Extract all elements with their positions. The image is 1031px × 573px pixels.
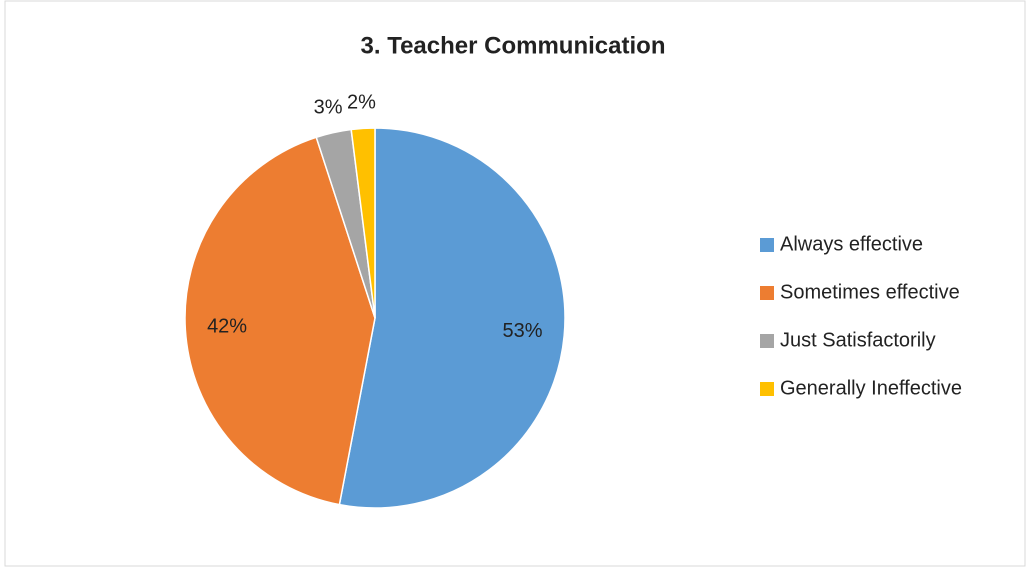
legend-label: Always effective: [780, 233, 923, 255]
legend-label: Just Satisfactorily: [780, 329, 936, 351]
data-label: 3%: [314, 96, 343, 118]
pie-slice: [338, 127, 566, 509]
pie-slice: [184, 136, 376, 506]
pie-slice: [350, 127, 376, 319]
data-label: 42%: [207, 316, 247, 338]
legend-swatch: [760, 238, 774, 252]
legend-swatch: [760, 286, 774, 300]
legend-swatch: [760, 382, 774, 396]
data-label: 2%: [347, 92, 376, 114]
legend-swatch: [760, 334, 774, 348]
legend-label: Generally Ineffective: [780, 377, 962, 399]
data-label: 53%: [503, 320, 543, 342]
legend-label: Sometimes effective: [780, 281, 960, 303]
chart-title: 3. Teacher Communication: [361, 32, 666, 59]
